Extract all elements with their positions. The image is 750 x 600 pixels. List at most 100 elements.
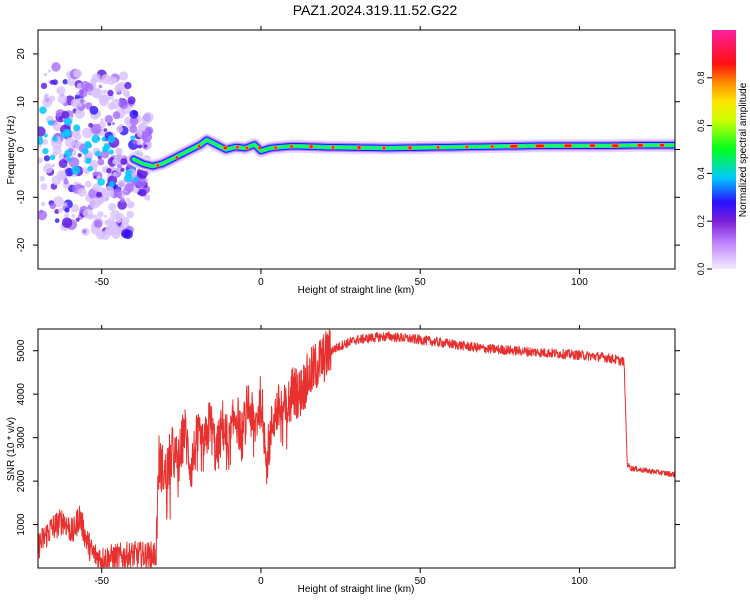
noise-blob-bright <box>103 143 111 151</box>
colorbar-tick-label: 0.4 <box>696 167 706 180</box>
noise-blob <box>49 79 55 85</box>
noise-blob <box>114 84 123 93</box>
spectral-hotspot <box>660 143 665 147</box>
noise-blob <box>38 126 46 137</box>
colorbar-tick-label: 0.2 <box>696 215 706 228</box>
spectral-hotspot <box>236 145 239 149</box>
noise-blob <box>104 114 114 124</box>
noise-blob <box>122 89 130 97</box>
bottom-y-tick-label: 4000 <box>16 383 27 406</box>
noise-blob <box>82 208 93 219</box>
noise-blob <box>47 69 52 73</box>
spectral-hotspot <box>357 146 361 149</box>
noise-blob <box>79 98 85 104</box>
spectral-hotspot <box>309 145 313 148</box>
noise-blob <box>91 73 101 83</box>
top-y-tick-label: -20 <box>16 237 27 252</box>
noise-blob <box>58 159 68 169</box>
noise-blob <box>118 195 122 199</box>
spectral-hotspot <box>258 146 261 150</box>
noise-blob-bright <box>39 106 47 114</box>
noise-blob <box>88 90 93 96</box>
noise-blob-bright <box>67 157 72 162</box>
noise-blob <box>98 84 103 89</box>
noise-blob <box>58 116 63 121</box>
noise-blob <box>58 207 64 213</box>
colorbar-ticks: 0.0 0.2 0.4 0.6 0.8 <box>696 72 712 275</box>
noise-blob <box>43 155 51 162</box>
noise-blob <box>75 91 80 96</box>
spectral-hotspot <box>564 144 572 147</box>
noise-blob-bright <box>63 117 73 126</box>
bottom-x-axis-label: Height of straight line (km) <box>298 584 415 595</box>
noise-blob-bright <box>51 135 58 142</box>
noise-blob-bright <box>66 130 72 136</box>
noise-blob-bright <box>64 149 73 158</box>
noise-blob <box>82 167 89 173</box>
noise-blob <box>111 122 115 126</box>
colorbar-label: Normalized spectral amplitude <box>738 82 749 217</box>
bottom-y-tick-label: 1000 <box>16 513 27 536</box>
noise-blob <box>141 130 146 135</box>
spectral-hotspot <box>290 145 293 148</box>
spectral-hotspot <box>465 145 468 149</box>
bottom-x-tick-label: 50 <box>415 576 427 587</box>
noise-blob <box>84 180 92 188</box>
noise-blob-bright <box>108 180 115 188</box>
noise-blob <box>84 82 94 93</box>
top-x-tick-label: 50 <box>415 277 427 288</box>
bottom-y-axis-label: SNR (10 * v/v) <box>6 417 17 481</box>
noise-blob-bright <box>91 134 100 143</box>
noise-blob <box>73 181 78 186</box>
noise-blob <box>144 126 154 135</box>
noise-blob <box>39 175 45 182</box>
spectral-hotspot <box>382 146 385 150</box>
noise-blob <box>104 220 108 224</box>
noise-blob <box>112 78 117 84</box>
bottom-x-tick-label: 0 <box>258 576 264 587</box>
noise-blob <box>93 175 97 179</box>
top-x-tick-label: -50 <box>94 277 109 288</box>
noise-blob <box>92 163 96 167</box>
noise-blob <box>61 217 73 229</box>
spectral-hotspot <box>590 144 596 147</box>
noise-blob-bright <box>73 124 81 132</box>
noise-blob <box>49 202 56 210</box>
noise-blob <box>92 183 101 192</box>
spectral-hotspot <box>510 144 518 148</box>
noise-blob <box>129 116 139 126</box>
noise-blob <box>63 179 69 185</box>
noise-blob <box>138 123 146 131</box>
noise-blob <box>38 210 48 221</box>
spectral-hotspot <box>198 145 201 148</box>
noise-blob <box>89 105 99 115</box>
noise-blob <box>89 197 101 209</box>
noise-blob-bright <box>125 169 133 177</box>
noise-blob-bright <box>130 135 136 141</box>
spectrogram-axes: -50 0 50 100 -20 -10 0 10 20 <box>16 26 680 288</box>
spectral-hotspot <box>274 146 277 150</box>
noise-blob <box>139 189 147 197</box>
noise-blob <box>104 229 111 235</box>
noise-blob <box>110 98 121 110</box>
bottom-y-tick-label: 2000 <box>16 470 27 493</box>
noise-blob <box>104 214 108 218</box>
spectrogram-panel: -50 0 50 100 -20 -10 0 10 20 Height of straight … <box>6 26 680 296</box>
noise-blob <box>120 158 128 165</box>
noise-blob <box>61 110 70 120</box>
spectral-hotspot <box>491 145 494 148</box>
noise-blob <box>112 225 123 236</box>
figure-title: PAZ1.2024.319.11.52.G22 <box>293 2 458 18</box>
noise-blob-bright <box>81 147 89 155</box>
noise-blob <box>136 139 142 146</box>
noise-blob-bright <box>43 133 48 138</box>
noise-blob <box>82 229 87 234</box>
noise-blob <box>43 72 48 77</box>
noise-blob <box>125 197 131 202</box>
colorbar-tick-label: 0.8 <box>696 72 706 85</box>
top-x-tick-label: 100 <box>571 277 588 288</box>
noise-blob <box>40 82 48 90</box>
noise-blob-bright <box>84 140 92 148</box>
noise-blob <box>126 210 135 219</box>
